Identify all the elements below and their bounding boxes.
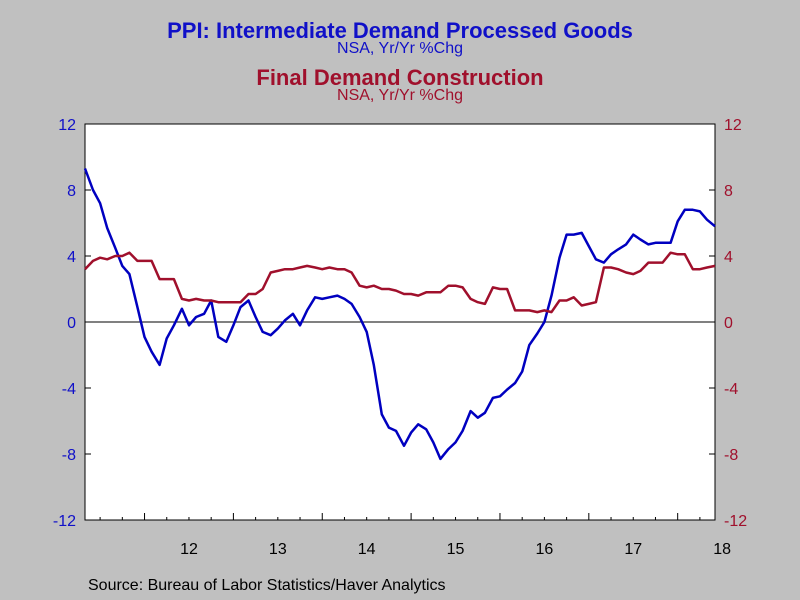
- x-tick-label: 14: [358, 541, 376, 558]
- source-note: Source: Bureau of Labor Statistics/Haver…: [88, 577, 446, 594]
- x-tick-label: 15: [447, 541, 465, 558]
- series-line-2: [84, 251, 716, 314]
- y-tick-label-right: 8: [724, 183, 733, 200]
- y-tick-label-left: -12: [53, 513, 76, 530]
- x-tick-label: 12: [180, 541, 198, 558]
- x-tick-label: 13: [269, 541, 287, 558]
- y-tick-label-right: 4: [724, 249, 733, 266]
- y-tick-label-right: -8: [724, 447, 738, 464]
- y-tick-label-right: -4: [724, 381, 738, 398]
- y-tick-label-left: 0: [67, 315, 76, 332]
- y-tick-label-right: 12: [724, 117, 742, 134]
- x-tick-label: 16: [535, 541, 553, 558]
- y-tick-label-left: -4: [62, 381, 76, 398]
- y-tick-label-left: -8: [62, 447, 76, 464]
- chart-title-series2: Final Demand Construction: [256, 65, 544, 90]
- y-tick-label-right: 0: [724, 315, 733, 332]
- y-tick-label-left: 12: [58, 117, 76, 134]
- x-tick-label: 18: [713, 541, 731, 558]
- x-tick-label: 17: [624, 541, 642, 558]
- chart-subtitle-series2: NSA, Yr/Yr %Chg: [337, 87, 463, 104]
- y-tick-label-left: 8: [67, 183, 76, 200]
- y-tick-label-right: -12: [724, 513, 747, 530]
- y-tick-label-left: 4: [67, 249, 76, 266]
- chart-subtitle-series1: NSA, Yr/Yr %Chg: [337, 40, 463, 57]
- series-line-1: [83, 168, 716, 461]
- chart-title-series1: PPI: Intermediate Demand Processed Goods: [167, 18, 633, 43]
